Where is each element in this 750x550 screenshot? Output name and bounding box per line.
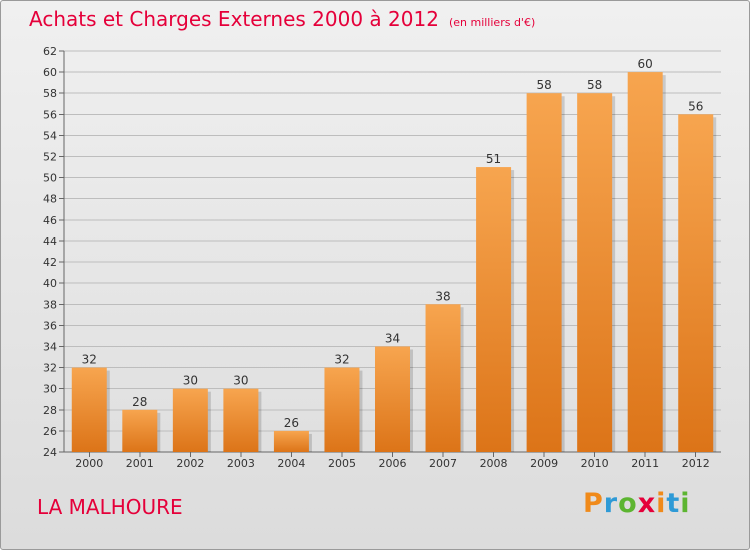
x-tick-label: 2009 bbox=[530, 457, 558, 470]
bars bbox=[71, 72, 717, 453]
y-tick-label: 32 bbox=[43, 362, 57, 375]
y-tick-label: 28 bbox=[43, 404, 57, 417]
y-tick-label: 38 bbox=[43, 298, 57, 311]
y-tick-label: 50 bbox=[43, 172, 57, 185]
bar-2011 bbox=[627, 72, 663, 453]
logo-letter: P bbox=[583, 488, 604, 519]
bar-2007 bbox=[425, 304, 461, 452]
data-labels: 32 28 30 30 26 32 34 38 51 58 58 60 56 bbox=[82, 57, 704, 430]
x-tick-label: 2008 bbox=[480, 457, 508, 470]
bar-2008 bbox=[476, 167, 512, 452]
logo-letter: i bbox=[656, 488, 667, 519]
bar-2000 bbox=[71, 367, 107, 452]
y-tick-label: 54 bbox=[43, 129, 57, 142]
y-tick-label: 56 bbox=[43, 108, 57, 121]
logo-letter: o bbox=[618, 488, 638, 519]
data-label: 51 bbox=[486, 152, 501, 166]
x-tick-label: 2012 bbox=[682, 457, 710, 470]
x-tick-label: 2005 bbox=[328, 457, 356, 470]
data-label: 38 bbox=[435, 289, 450, 303]
bar-2004 bbox=[273, 430, 309, 452]
bar-2005 bbox=[324, 367, 360, 452]
bar-2002 bbox=[172, 388, 208, 452]
bar-2006 bbox=[375, 346, 410, 452]
proxiti-logo[interactable]: Proxiti bbox=[583, 488, 691, 519]
data-label: 32 bbox=[334, 353, 349, 367]
bar-2009 bbox=[526, 93, 562, 453]
x-tick-label: 2004 bbox=[277, 457, 305, 470]
y-tick-label: 58 bbox=[43, 87, 57, 100]
y-tick-label: 46 bbox=[43, 214, 57, 227]
y-tick-label: 62 bbox=[43, 45, 57, 58]
data-label: 60 bbox=[638, 57, 653, 71]
y-tick-label: 42 bbox=[43, 256, 57, 269]
data-label: 28 bbox=[132, 395, 147, 409]
bar-2003 bbox=[223, 388, 259, 452]
x-tick-label: 2002 bbox=[176, 457, 204, 470]
y-tick-label: 24 bbox=[43, 446, 57, 459]
y-tick-label: 52 bbox=[43, 151, 57, 164]
x-tick-label: 2000 bbox=[75, 457, 103, 470]
logo-letter: r bbox=[603, 488, 619, 519]
data-label: 58 bbox=[536, 78, 551, 92]
logo-letter: t bbox=[666, 488, 681, 519]
commune-name: LA MALHOURE bbox=[37, 495, 183, 519]
chart-title-text: Achats et Charges Externes 2000 à 2012 bbox=[29, 7, 439, 31]
data-label: 58 bbox=[587, 78, 602, 92]
y-tick-label: 40 bbox=[43, 277, 57, 290]
y-tick-label: 48 bbox=[43, 193, 57, 206]
chart-title: Achats et Charges Externes 2000 à 2012 (e… bbox=[29, 7, 535, 31]
bar-2012 bbox=[678, 114, 714, 452]
y-tick-label: 60 bbox=[43, 66, 57, 79]
data-label: 26 bbox=[284, 416, 299, 430]
axes: 24 26 28 30 32 34 36 38 40 42 44 46 48 50 52 54 56 58 60 62… bbox=[43, 45, 721, 470]
x-tick-label: 2003 bbox=[227, 457, 255, 470]
x-tick-label: 2007 bbox=[429, 457, 457, 470]
y-tick-label: 26 bbox=[43, 425, 57, 438]
y-tick-label: 30 bbox=[43, 383, 57, 396]
logo-letter: x bbox=[637, 488, 657, 519]
chart-subtitle: (en milliers d'€) bbox=[448, 16, 536, 29]
x-tick-label: 2001 bbox=[126, 457, 154, 470]
data-label: 32 bbox=[82, 353, 97, 367]
y-tick-label: 34 bbox=[43, 340, 57, 353]
bar-2001 bbox=[122, 409, 158, 452]
data-label: 30 bbox=[233, 374, 248, 388]
data-label: 34 bbox=[385, 331, 400, 345]
data-label: 56 bbox=[688, 99, 703, 113]
y-tick-label: 44 bbox=[43, 235, 57, 248]
y-tick-label: 36 bbox=[43, 319, 57, 332]
x-tick-label: 2006 bbox=[379, 457, 407, 470]
data-label: 30 bbox=[183, 374, 198, 388]
logo-letter: i bbox=[680, 488, 691, 519]
x-tick-label: 2011 bbox=[631, 457, 659, 470]
bar-2010 bbox=[577, 93, 613, 453]
x-tick-label: 2010 bbox=[581, 457, 609, 470]
